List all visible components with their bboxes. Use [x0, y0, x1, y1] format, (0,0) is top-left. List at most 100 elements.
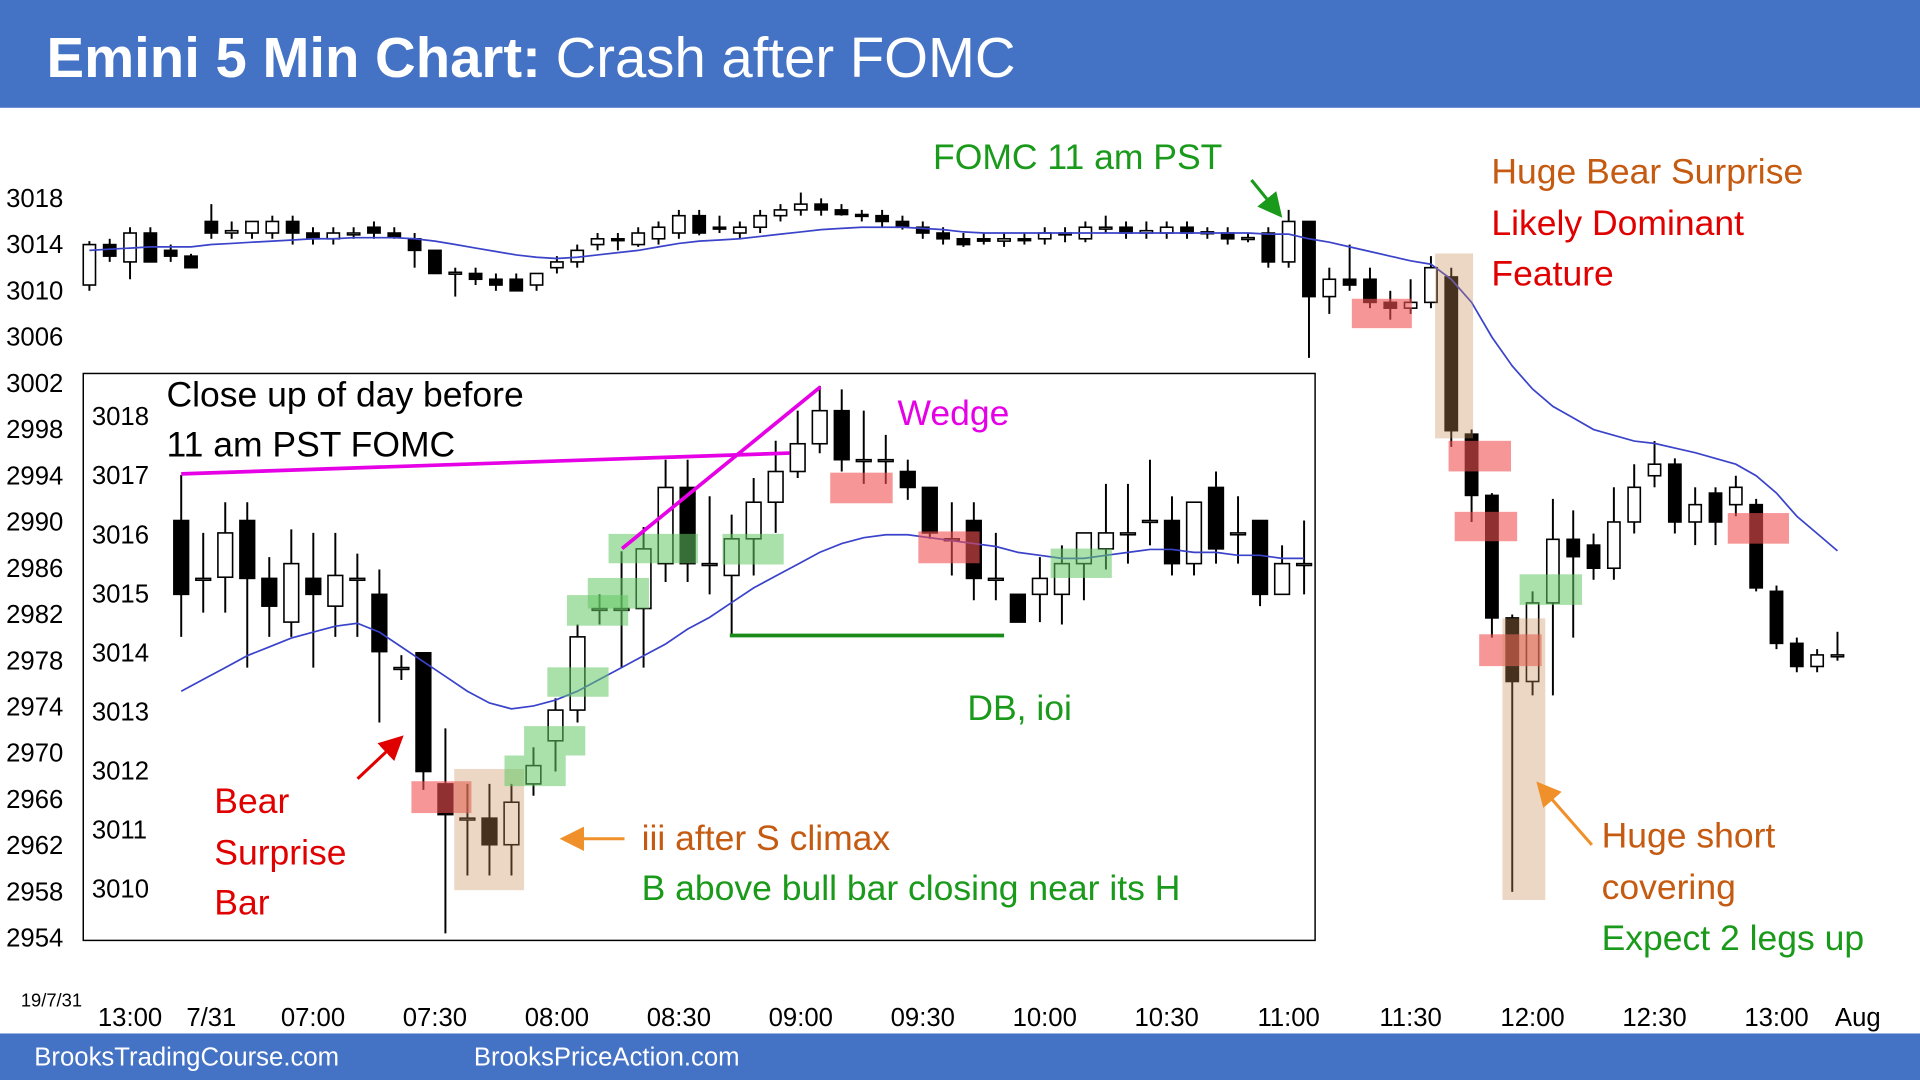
- wedge-line: [620, 385, 822, 550]
- candle-body: [217, 532, 234, 579]
- candle-body: [1098, 226, 1113, 230]
- candle-body: [481, 817, 498, 846]
- title-rest: Crash after FOMC: [556, 26, 1016, 89]
- candle-body: [590, 238, 605, 246]
- y-tick-label: 2978: [6, 647, 63, 675]
- candle-body: [1159, 226, 1174, 234]
- candle-body: [407, 238, 422, 252]
- candle-body: [814, 203, 829, 211]
- candle-body: [283, 562, 300, 623]
- candle-body: [1342, 278, 1357, 286]
- candle-body: [239, 519, 256, 580]
- annotation: Wedge: [898, 393, 1010, 433]
- main-chart: 2954 2958 2962 2966 2970 2974 2978 2982 2986 2990…: [6, 185, 1881, 1032]
- y-tick-label: 3016: [92, 521, 149, 549]
- candle-body: [895, 220, 910, 229]
- signal-box: [547, 667, 609, 697]
- moving-average: [180, 533, 1305, 710]
- candle-body: [468, 272, 483, 281]
- x-tick-label: 09:30: [891, 1004, 955, 1032]
- candle-body: [701, 562, 718, 567]
- signal-box: [1050, 548, 1112, 578]
- annotation: Expect 2 legs up: [1602, 918, 1864, 958]
- x-tick-label: 11:30: [1379, 1004, 1441, 1032]
- candle-body: [102, 243, 117, 257]
- title: Emini 5 Min Chart: Crash after FOMC: [47, 26, 1016, 89]
- y-tick-label: 3015: [92, 580, 149, 608]
- candle-body: [529, 272, 544, 286]
- annotation: Huge short: [1602, 815, 1776, 855]
- candle-body: [503, 801, 520, 846]
- signal-box: [1448, 440, 1512, 472]
- candle-body: [1261, 232, 1276, 263]
- candle-body: [1119, 226, 1133, 234]
- candle-body: [509, 278, 524, 292]
- candle-body: [1241, 236, 1255, 241]
- candle-body: [371, 593, 388, 653]
- inset-overlays: [181, 385, 1112, 891]
- highlight-box: [1435, 253, 1474, 439]
- candle-body: [875, 214, 890, 223]
- candle-body: [1141, 519, 1159, 524]
- candle-body: [1728, 486, 1743, 506]
- candle-body: [1185, 501, 1203, 565]
- candle-body: [224, 229, 239, 234]
- candle-body: [1586, 544, 1601, 570]
- candle-body: [811, 409, 828, 445]
- candle-body: [367, 226, 381, 234]
- signal-box: [608, 533, 698, 564]
- footer-text: BrooksPriceAction.com: [474, 1043, 740, 1071]
- y-tick-label: 2982: [6, 601, 63, 629]
- candle-body: [987, 577, 1004, 582]
- candle-body: [327, 574, 344, 607]
- candle-body: [245, 220, 259, 234]
- candle-body: [671, 214, 686, 234]
- y-tick-label: 3014: [92, 639, 149, 667]
- candle-body: [184, 255, 198, 269]
- y-tick-label: 3014: [6, 231, 63, 259]
- signal-box: [1479, 634, 1542, 667]
- candle-body: [921, 486, 938, 534]
- candle-body: [793, 203, 808, 211]
- y-tick-label: 3012: [92, 757, 149, 785]
- x-tick-label: 08:00: [525, 1004, 589, 1032]
- candle-body: [489, 278, 503, 286]
- signal-box: [1727, 513, 1789, 544]
- y-tick-label: 2986: [6, 555, 63, 583]
- footer-text: BrooksTradingCourse.com: [34, 1043, 339, 1071]
- arrow: [1536, 781, 1593, 846]
- candle-body: [956, 238, 971, 246]
- moving-average: [89, 226, 1839, 552]
- candle-body: [1566, 538, 1581, 558]
- annotation: Surprise: [214, 832, 346, 872]
- annotation: 11 am PST FOMC: [167, 425, 456, 465]
- candle-body: [834, 209, 849, 216]
- highlight-box: [454, 768, 525, 891]
- y-tick-label: 3013: [92, 698, 149, 726]
- annotation: DB, ioi: [967, 688, 1072, 728]
- candle-body: [833, 409, 850, 461]
- candle-body: [1220, 232, 1235, 240]
- candle-body: [877, 458, 894, 463]
- y-tick-label: 2966: [6, 786, 63, 814]
- x-tick-label: 13:00: [98, 1004, 162, 1032]
- signal-box: [411, 781, 472, 814]
- signal-box: [830, 472, 893, 504]
- candle-body: [692, 214, 707, 234]
- annotation: Feature: [1491, 253, 1613, 293]
- candle-body: [1180, 226, 1194, 234]
- candle-body: [610, 238, 625, 242]
- x-tick-label: 12:30: [1622, 1004, 1686, 1032]
- candle-body: [1163, 519, 1181, 565]
- candle-body: [1708, 492, 1723, 523]
- candle-body: [428, 249, 442, 275]
- y-tick-label: 3017: [92, 462, 149, 490]
- candle-body: [1295, 562, 1313, 567]
- annotation: B above bull bar closing near its H: [642, 868, 1181, 908]
- y-tick-label: 3002: [6, 370, 63, 398]
- candle-body: [1207, 486, 1225, 550]
- candle-body: [1119, 532, 1137, 536]
- y-tick-label: 2990: [6, 509, 63, 537]
